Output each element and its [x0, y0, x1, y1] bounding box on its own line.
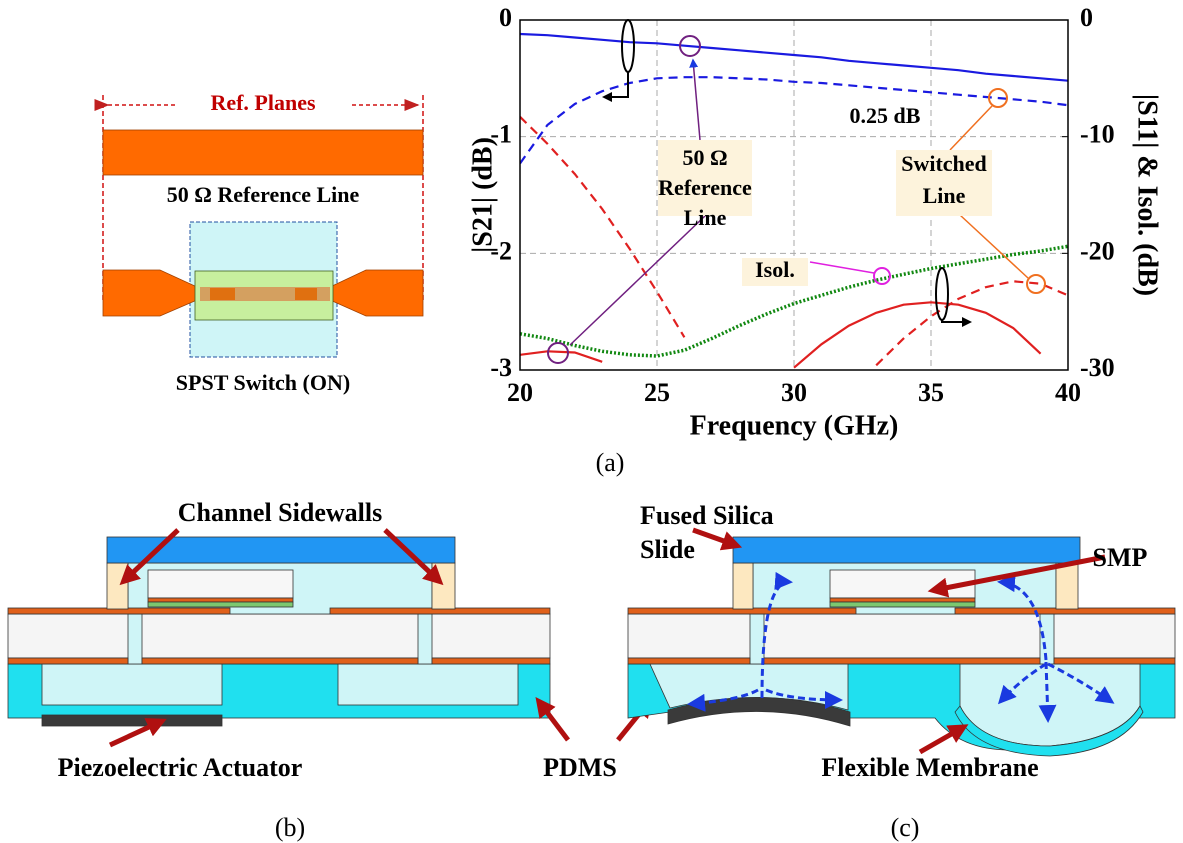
annotation: 0.25 dB [850, 103, 921, 128]
sidewalls-label: Channel Sidewalls [178, 498, 382, 527]
series-line [520, 302, 1041, 367]
annotation: Line [684, 205, 727, 230]
x-tick-label: 20 [507, 378, 533, 407]
pdms-label: PDMS [543, 753, 617, 782]
annotation: Reference [658, 175, 752, 200]
membrane-label: Flexible Membrane [821, 753, 1038, 782]
x-axis-label: Frequency (GHz) [690, 410, 899, 441]
caption-a: (a) [596, 448, 625, 477]
slide-label: Slide [640, 535, 695, 564]
x-tick-label: 35 [918, 378, 944, 407]
y-tick-label: -3 [490, 353, 512, 382]
caption-b: (b) [275, 813, 305, 842]
annotation: 50 Ω [682, 145, 727, 170]
smp-label: SMP [1093, 543, 1148, 572]
y2-tick-label: -10 [1080, 120, 1115, 149]
y2-tick-label: 0 [1080, 3, 1093, 32]
diagram-a: Ref. Planes 50 Ω Reference Line SPST Swi… [103, 90, 624, 477]
annotation: Line [923, 183, 966, 208]
annotation: Switched [901, 151, 987, 176]
figure: Ref. Planes 50 Ω Reference Line SPST Swi… [0, 0, 1183, 843]
diagram-b [8, 537, 550, 726]
actuator-label: Piezoelectric Actuator [58, 753, 303, 782]
annotation: Isol. [755, 257, 795, 282]
x-tick-label: 30 [781, 378, 807, 407]
y-tick-label: 0 [499, 3, 512, 32]
x-tick-label: 25 [644, 378, 670, 407]
switch-label: SPST Switch (ON) [176, 370, 350, 395]
y-axis-label: |S21| (dB) [467, 137, 498, 253]
y2-tick-label: -30 [1080, 353, 1115, 382]
slide-label: Fused Silica [640, 501, 774, 530]
reference-line-label: 50 Ω Reference Line [167, 182, 360, 207]
ref-planes-label: Ref. Planes [210, 90, 316, 115]
annotations: 50 Ω Reference Line Switched Line Isol. 0.25 d… [658, 103, 987, 282]
caption-c: (c) [891, 813, 920, 842]
y2-axis-label: |S11| & Isol. (dB) [1132, 94, 1163, 296]
x-tick-label: 40 [1055, 378, 1081, 407]
y2-tick-label: -20 [1080, 236, 1115, 265]
